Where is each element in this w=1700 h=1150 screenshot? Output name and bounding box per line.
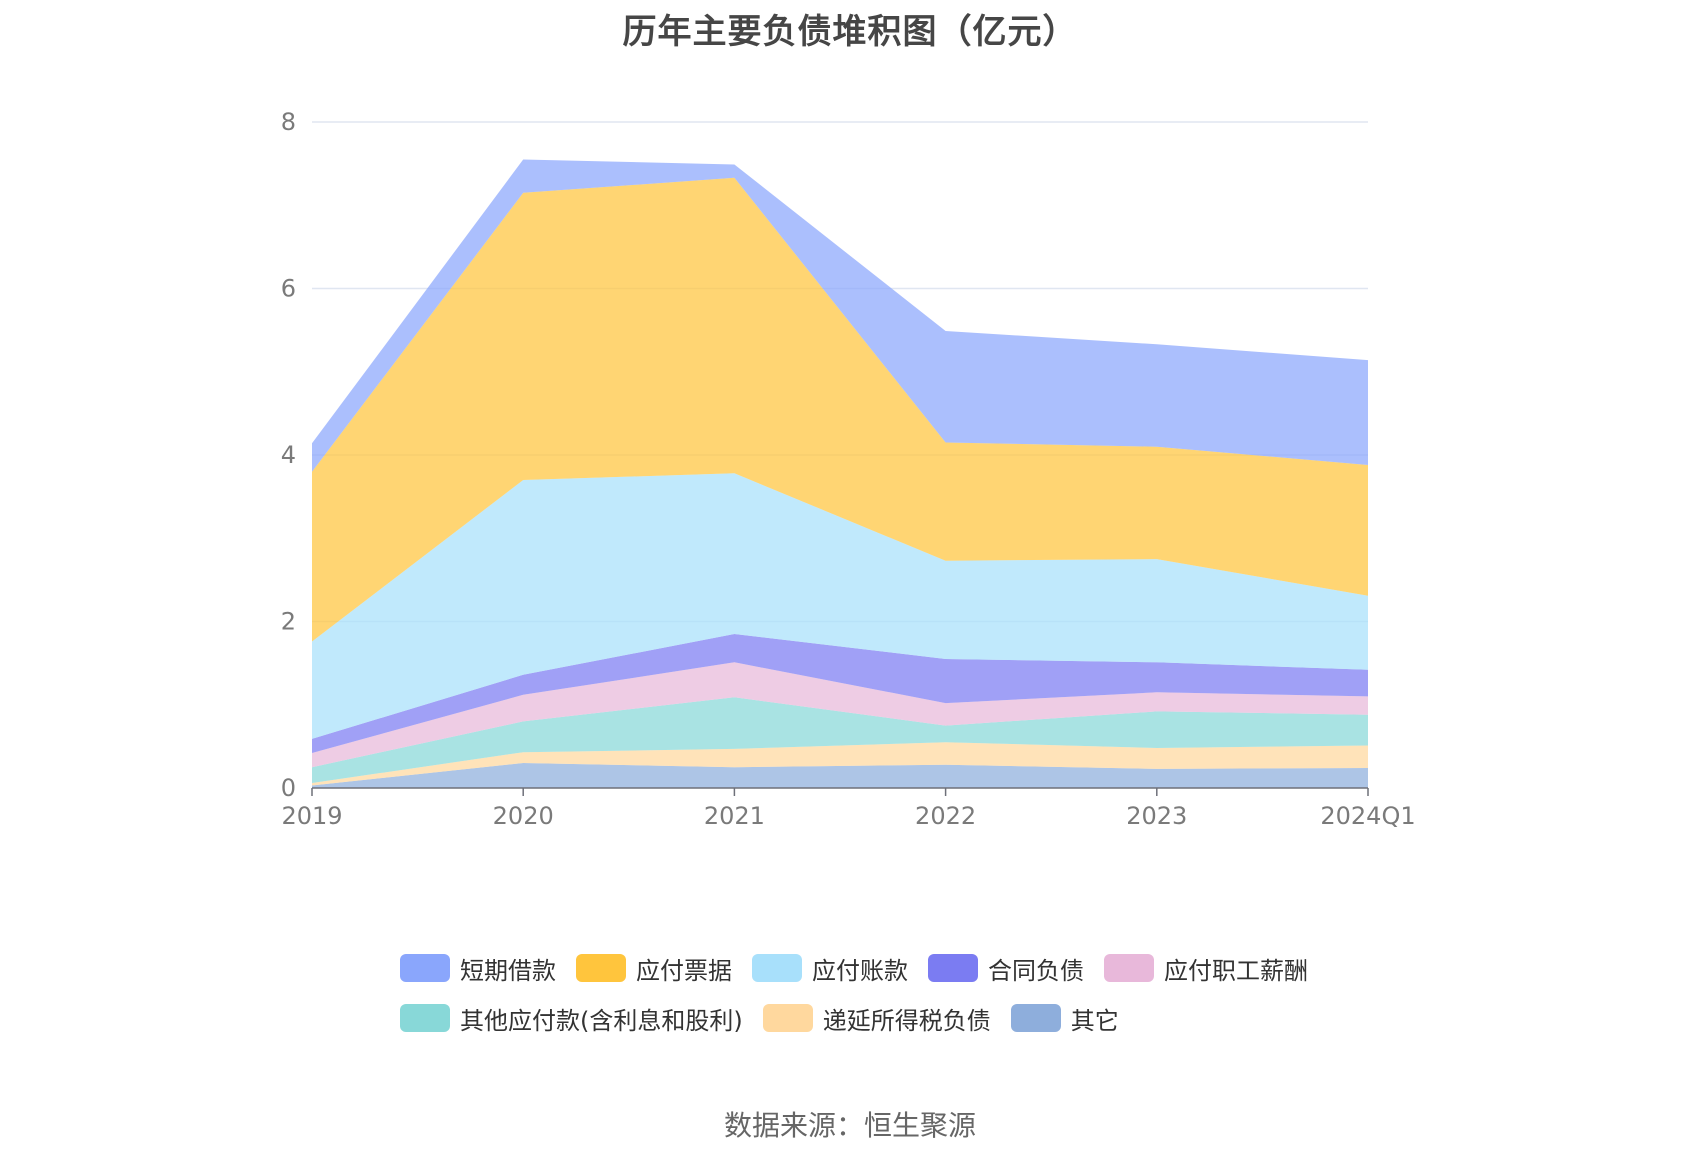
- legend-label: 其他应付款(含利息和股利): [460, 1006, 743, 1035]
- legend-item[interactable]: 递延所得税负债: [762, 998, 991, 1038]
- legend-swatch: [1104, 954, 1154, 982]
- legend-swatch: [752, 954, 802, 982]
- area-series-其他应付款(含利息和股利): [312, 697, 1368, 783]
- legend: 短期借款 应付票据 应付账款 合同负债 应付职工薪酬其他应付款(含利息和股利) 递延所得税…: [400, 948, 1340, 1048]
- legend-label: 应付职工薪酬: [1164, 956, 1308, 985]
- stacked-areas: [312, 159, 1368, 788]
- x-tick-label: 2024Q1: [1320, 802, 1415, 830]
- legend-item[interactable]: 应付票据: [576, 948, 732, 988]
- legend-item[interactable]: 短期借款: [400, 948, 556, 988]
- x-tick-label: 2019: [281, 802, 342, 830]
- legend-item[interactable]: 应付账款: [752, 948, 908, 988]
- area-series-合同负债: [312, 634, 1368, 753]
- x-tick-label: 2022: [915, 802, 976, 830]
- axes: 0 2 4 6 8 2019 2020 2021 2022 2023 2024Q1: [281, 108, 1416, 830]
- legend-label: 合同负债: [988, 956, 1084, 985]
- legend-swatch: [400, 1004, 450, 1032]
- area-series-其它: [312, 763, 1368, 788]
- x-tick-label: 2020: [493, 802, 554, 830]
- legend-label: 其它: [1070, 1006, 1119, 1035]
- y-tick-label: 4: [281, 441, 296, 469]
- y-tick-label: 0: [281, 774, 296, 802]
- legend-swatch: [928, 954, 978, 982]
- legend-swatch: [1010, 1004, 1061, 1032]
- area-series-短期借款: [312, 159, 1368, 472]
- legend-item[interactable]: 合同负债: [928, 948, 1084, 988]
- legend-swatch: [576, 954, 626, 982]
- legend-item[interactable]: 其他应付款(含利息和股利): [400, 998, 743, 1038]
- y-tick-label: 2: [281, 608, 296, 636]
- legend-label: 递延所得税负债: [822, 1006, 991, 1035]
- legend-swatch: [762, 1004, 813, 1032]
- area-series-应付账款: [312, 473, 1368, 739]
- legend-label: 应付票据: [636, 956, 732, 985]
- y-tick-label: 8: [281, 108, 296, 136]
- legend-item[interactable]: 应付职工薪酬: [1104, 948, 1308, 988]
- area-series-应付职工薪酬: [312, 662, 1368, 768]
- x-tick-label: 2023: [1126, 802, 1187, 830]
- legend-swatch: [400, 954, 450, 982]
- y-tick-label: 6: [281, 275, 296, 303]
- legend-label: 短期借款: [460, 956, 556, 985]
- area-series-递延所得税负债: [312, 742, 1368, 786]
- data-source: 数据来源：恒生聚源: [723, 1109, 976, 1142]
- legend-label: 应付账款: [812, 956, 908, 985]
- chart-title: 历年主要负债堆积图（亿元）: [622, 12, 1078, 52]
- area-series-应付票据: [312, 177, 1368, 642]
- legend-item[interactable]: 其它: [1010, 998, 1119, 1038]
- x-tick-label: 2021: [704, 802, 765, 830]
